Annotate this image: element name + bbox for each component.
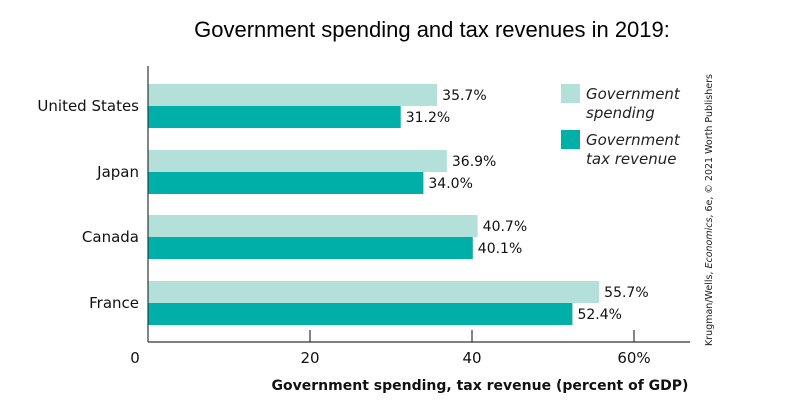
value-label-spending-1: 36.9% — [452, 154, 496, 170]
bar-spending-1 — [148, 150, 447, 172]
x-tick-label-0: 0 — [130, 349, 140, 367]
value-label-revenue-0: 31.2% — [406, 110, 450, 126]
category-label-0: United States — [37, 97, 139, 115]
x-tick-label-3: 60% — [617, 349, 650, 367]
legend-swatch-revenue — [561, 130, 580, 149]
x-tick-label-1: 20 — [300, 349, 319, 367]
category-label-2: Canada — [82, 228, 139, 246]
value-label-spending-3: 55.7% — [604, 285, 648, 301]
chart-title: Government spending and tax revenues in … — [194, 17, 670, 42]
publisher-credit: Krugman/Wells, Economics, 6e, © 2021 Wor… — [704, 74, 715, 346]
legend-swatch-spending — [561, 84, 580, 103]
value-label-revenue-3: 52.4% — [577, 307, 621, 323]
bar-spending-2 — [148, 215, 478, 237]
legend-label-spending: Government spending — [586, 85, 681, 122]
value-label-revenue-1: 34.0% — [428, 176, 472, 192]
x-tick-labels-group: 0 20 40 60% — [130, 349, 650, 367]
bar-revenue-2 — [148, 237, 473, 259]
category-label-1: Japan — [96, 163, 139, 181]
value-label-spending-2: 40.7% — [483, 219, 527, 235]
x-tick-label-2: 40 — [462, 349, 481, 367]
bar-revenue-1 — [148, 172, 424, 194]
value-label-spending-0: 35.7% — [442, 88, 486, 104]
value-label-revenue-2: 40.1% — [478, 241, 522, 257]
legend: Government spending Government tax revenue — [561, 84, 681, 168]
bar-revenue-0 — [148, 106, 401, 128]
bar-revenue-3 — [148, 303, 573, 325]
bar-spending-0 — [148, 84, 438, 106]
category-labels-group: United States Japan Canada France — [37, 97, 139, 312]
legend-label-revenue: Government tax revenue — [586, 131, 681, 168]
value-labels-group: 35.7% 31.2% 36.9% 34.0% 40.7% 40.1% 55.7% 52.4% — [406, 88, 649, 323]
x-axis-label: Government spending, tax revenue (percen… — [272, 378, 689, 394]
axes-group — [147, 66, 690, 343]
bar-spending-3 — [148, 281, 600, 303]
bars-group — [148, 84, 600, 325]
category-label-3: France — [89, 294, 139, 312]
